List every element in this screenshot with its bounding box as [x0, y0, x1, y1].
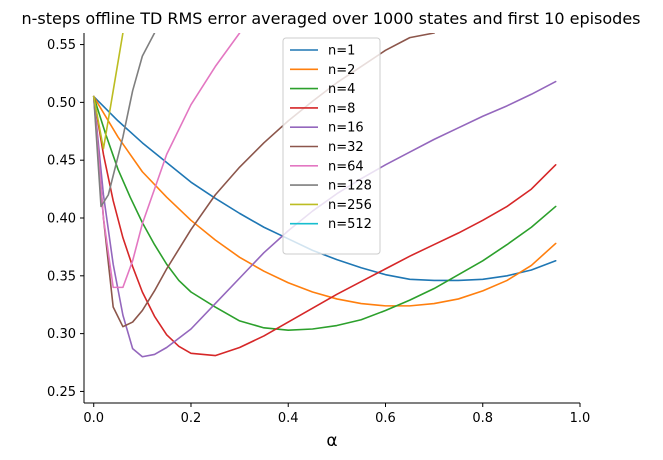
- legend: n=1 n=2 n=4 n=8 n=16 n=32 n=64 n=128 n=256 n=512: [282, 37, 381, 255]
- legend-label: n=2: [328, 63, 355, 78]
- legend-label: n=8: [328, 101, 355, 116]
- y-tick-label: 0.35: [47, 269, 76, 284]
- x-tick-label: 1.0: [570, 411, 591, 426]
- legend-label: n=32: [328, 140, 364, 155]
- y-tick-label: 0.40: [47, 212, 76, 227]
- series-layer: [92, 33, 557, 358]
- x-tick-label: 0.4: [278, 411, 299, 426]
- series-line-n-8: [92, 95, 557, 357]
- legend-label: n=1: [328, 44, 355, 59]
- y-tick-label: 0.50: [47, 96, 76, 111]
- y-tick-label: 0.30: [47, 327, 76, 342]
- y-tick-label: 0.45: [47, 154, 76, 169]
- legend-label: n=16: [328, 121, 364, 136]
- legend-label: n=128: [328, 179, 372, 194]
- x-tick-label: 0.2: [181, 411, 202, 426]
- y-tick-label: 0.55: [47, 38, 76, 53]
- legend-items: n=1 n=2 n=4 n=8 n=16 n=32 n=64 n=128 n=256 n=512: [290, 44, 372, 232]
- series-line-n-1: [92, 95, 557, 282]
- series-line-n-32: [92, 33, 435, 328]
- legend-label: n=64: [328, 159, 364, 174]
- y-ticks: 0.25 0.30 0.35 0.40 0.45 0.50 0.55: [47, 38, 84, 400]
- y-tick-label: 0.25: [47, 385, 76, 400]
- legend-label: n=512: [328, 217, 372, 232]
- legend-label: n=4: [328, 82, 355, 97]
- series-line-n-2: [92, 95, 557, 307]
- x-tick-label: 0.8: [472, 411, 493, 426]
- series-line-n-64: [92, 33, 241, 289]
- x-axis-label: α: [326, 431, 337, 451]
- legend-frame: [282, 37, 381, 255]
- x-tick-label: 0.6: [375, 411, 396, 426]
- series-line-n-16: [92, 80, 557, 358]
- series-line-n-256: [92, 33, 124, 150]
- chart-title: n-steps offline TD RMS error averaged ov…: [21, 9, 640, 28]
- series-line-n-128: [92, 33, 156, 208]
- legend-label: n=256: [328, 198, 372, 213]
- x-tick-label: 0.0: [83, 411, 104, 426]
- x-ticks: 0.0 0.2 0.4 0.6 0.8 1.0: [83, 403, 590, 426]
